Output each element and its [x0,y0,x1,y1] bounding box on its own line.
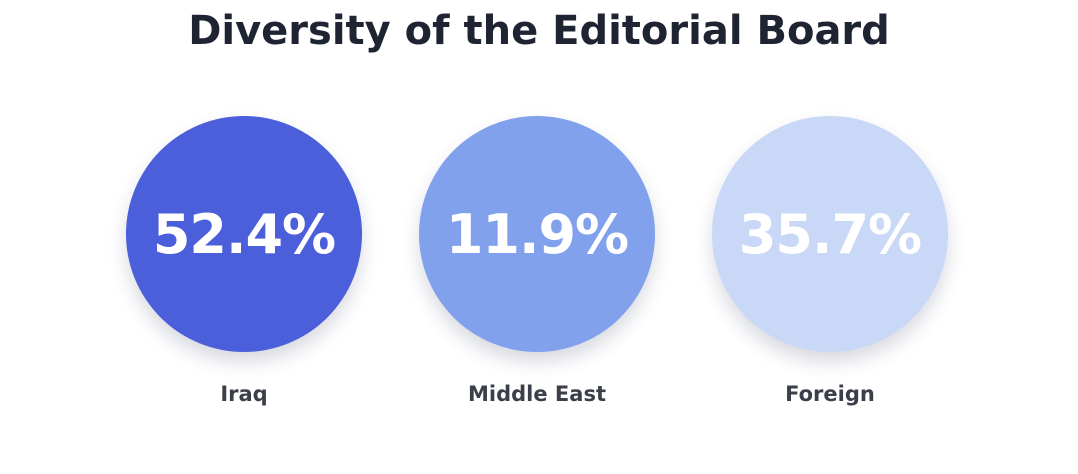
category-label-middle-east: Middle East [468,382,606,406]
value-label-middle-east: 11.9% [445,202,629,266]
category-label-iraq: Iraq [220,382,268,406]
chart-title: Diversity of the Editorial Board [188,8,890,54]
stat-foreign: 35.7% Foreign [710,116,950,416]
category-label-foreign: Foreign [785,382,875,406]
value-label-foreign: 35.7% [738,202,922,266]
circle-foreign: 35.7% [712,116,948,352]
circle-middle-east: 11.9% [419,116,655,352]
value-label-iraq: 52.4% [152,202,336,266]
stat-iraq: 52.4% Iraq [124,116,364,416]
circle-iraq: 52.4% [126,116,362,352]
stat-middle-east: 11.9% Middle East [417,116,657,416]
